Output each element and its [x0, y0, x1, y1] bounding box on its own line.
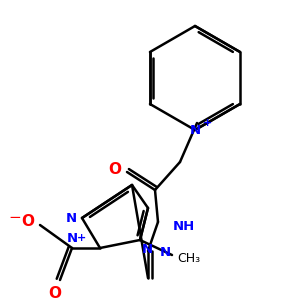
Text: +: +	[76, 233, 85, 243]
Text: N: N	[160, 247, 171, 260]
Text: O: O	[49, 286, 62, 300]
Text: O: O	[22, 214, 34, 230]
Text: O: O	[109, 161, 122, 176]
Text: −: −	[9, 209, 21, 224]
Text: N: N	[66, 232, 78, 245]
Text: N: N	[142, 243, 153, 256]
Text: N: N	[66, 212, 77, 224]
Text: +: +	[203, 118, 213, 128]
Text: NH: NH	[173, 220, 195, 233]
Text: CH₃: CH₃	[177, 253, 200, 266]
Text: N: N	[189, 124, 201, 136]
